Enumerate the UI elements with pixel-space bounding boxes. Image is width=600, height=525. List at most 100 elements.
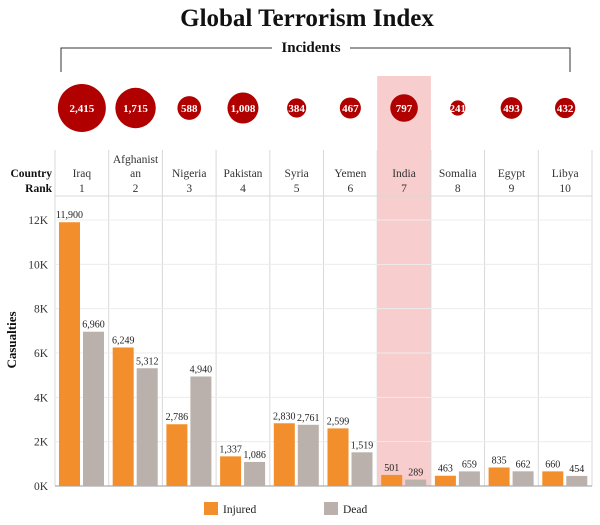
incident-label: 432 [557,103,574,115]
incident-bubble [57,84,106,132]
bar-dead [136,368,158,486]
incident-label: 241 [450,103,467,115]
bar-injured [273,423,295,486]
bar-injured [59,222,80,486]
value-label-dead: 5,312 [136,356,159,367]
value-label-injured: 11,900 [56,210,83,221]
rank-label: 9 [509,183,515,195]
rank-label: 10 [559,183,571,195]
bar-dead [297,424,319,486]
bar-dead [190,376,212,486]
value-label-dead: 659 [462,459,477,470]
country-label: Afghanist [113,154,159,166]
incident-bubble [227,92,259,124]
bar-injured [327,428,349,486]
value-label-dead: 662 [516,459,531,470]
rank-label: 2 [133,183,139,195]
bar-injured [220,456,242,486]
incident-bubble [554,97,576,119]
highlight-column [377,76,431,486]
bar-dead [244,461,266,486]
bar-injured [166,424,188,486]
header-country: Country [10,168,52,180]
chart-title: Global Terrorism Index [180,5,434,32]
country-label: India [392,168,416,180]
y-tick-label: 4K [34,392,49,404]
value-label-dead: 6,960 [82,320,105,331]
country-label: Pakistan [223,168,262,180]
rank-label: 3 [186,183,192,195]
bar-injured [488,467,510,486]
bar-dead [458,471,480,486]
country-label: Nigeria [172,168,206,180]
country-label: Syria [285,168,309,180]
incident-bubble [115,87,156,129]
bar-injured [381,474,403,486]
rank-label: 1 [79,183,85,195]
incident-label: 1,008 [231,103,256,115]
rank-label: 4 [240,183,246,195]
incident-label: 384 [288,103,305,115]
bar-dead [351,452,373,486]
rank-label: 8 [455,183,461,195]
y-axis-label: Casualties [4,311,19,368]
country-label: Iraq [73,168,92,180]
y-tick-label: 12K [28,215,49,227]
value-label-dead: 289 [408,468,423,479]
legend-label-dead: Dead [343,504,368,516]
y-tick-label: 8K [34,304,49,316]
value-label-injured: 2,599 [327,416,350,427]
incident-bubble [287,98,307,118]
legend-label-injured: Injured [223,504,256,516]
value-label-dead: 4,940 [190,364,213,375]
incident-label: 467 [342,103,359,115]
bar-dead [512,471,534,486]
header-rank: Rank [25,183,52,195]
value-label-dead: 2,761 [297,413,320,424]
value-label-injured: 660 [545,459,560,470]
bar-dead [566,475,588,486]
value-label-injured: 1,337 [219,444,242,455]
bar-injured [434,475,456,486]
value-label-injured: 835 [492,455,507,466]
incidents-label: Incidents [281,40,340,56]
value-label-injured: 2,830 [273,411,296,422]
incident-bubble [450,100,466,116]
incident-bubble [339,97,361,119]
y-tick-label: 10K [28,259,49,271]
country-label: an [130,168,141,180]
country-label: Somalia [439,168,477,180]
incident-label: 2,415 [69,103,94,115]
bar-dead [405,479,427,486]
legend-swatch-injured [204,502,218,515]
rank-label: 6 [347,183,353,195]
rank-label: 5 [294,183,300,195]
legend-swatch-dead [324,502,338,515]
incident-label: 493 [503,103,520,115]
incident-bubble [177,96,202,120]
bar-injured [112,347,134,486]
country-label: Libya [552,168,579,180]
country-label: Egypt [498,168,526,180]
incident-label: 797 [396,103,413,115]
incident-bubble [390,94,418,122]
bar-dead [83,331,104,486]
value-label-injured: 2,786 [166,412,189,423]
incident-label: 1,715 [123,103,148,115]
y-tick-label: 2K [34,437,49,449]
incidents-bracket [60,47,571,72]
value-label-injured: 501 [384,463,399,474]
value-label-injured: 463 [438,464,453,475]
value-label-dead: 1,086 [243,450,266,461]
value-label-dead: 454 [569,464,584,475]
incident-bubble [500,97,523,119]
incident-label: 588 [181,103,198,115]
rank-label: 7 [401,183,407,195]
y-tick-label: 6K [34,348,49,360]
value-label-injured: 6,249 [112,335,135,346]
bar-injured [542,471,564,486]
value-label-dead: 1,519 [351,440,374,451]
country-label: Yemen [334,168,366,180]
